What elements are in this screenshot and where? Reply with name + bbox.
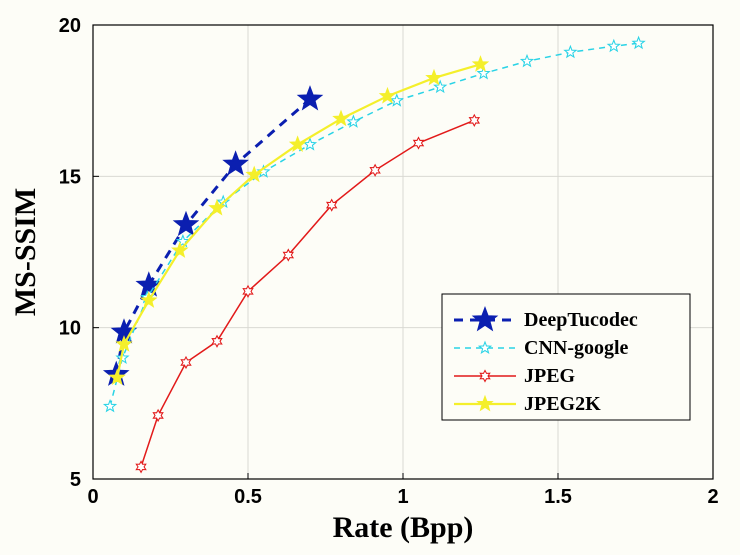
y-tick-label: 15 xyxy=(59,166,81,188)
legend-label: JPEG2K xyxy=(524,393,601,415)
legend-label: DeepTucodec xyxy=(524,309,638,331)
chart-bg xyxy=(0,0,740,555)
y-tick-label: 5 xyxy=(70,469,81,491)
x-tick-label: 1.5 xyxy=(544,486,572,508)
legend-label: CNN-google xyxy=(524,337,629,359)
y-tick-label: 10 xyxy=(59,318,81,340)
y-axis-title: MS-SSIM xyxy=(9,188,42,316)
y-tick-label: 20 xyxy=(59,15,81,37)
x-tick-label: 0.5 xyxy=(234,486,262,508)
chart-container: 0 0.5 1 1.5 2 5 10 15 20 Rate (Bpp) MS-SSIM DeepTuc… xyxy=(0,0,740,555)
x-tick-label: 2 xyxy=(707,486,718,508)
legend: DeepTucodec CNN-google JPEG JPEG2K xyxy=(442,294,690,420)
legend-label: JPEG xyxy=(524,365,576,387)
chart-svg: 0 0.5 1 1.5 2 5 10 15 20 Rate (Bpp) MS-SSIM DeepTuc… xyxy=(0,0,740,555)
x-axis-title: Rate (Bpp) xyxy=(333,511,474,544)
x-tick-label: 0 xyxy=(87,486,98,508)
x-tick-label: 1 xyxy=(397,486,408,508)
